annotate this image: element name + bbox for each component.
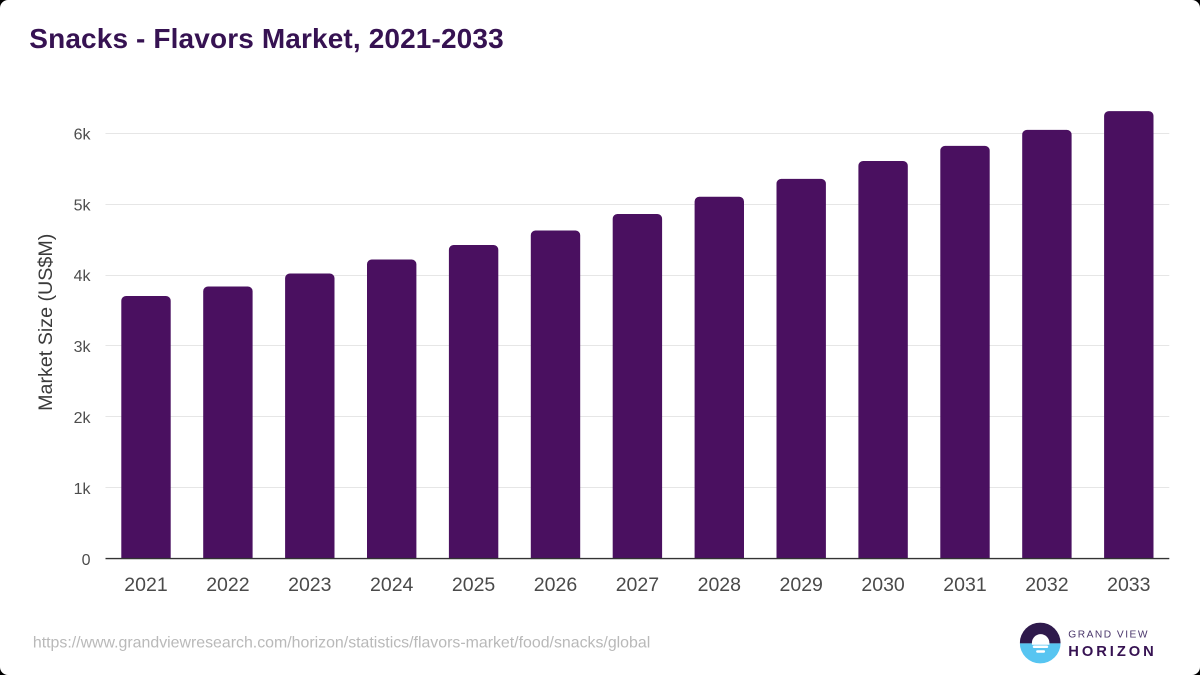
- svg-text:Snacks - Flavors Market, 2021-: Snacks - Flavors Market, 2021-2033: [29, 23, 503, 54]
- svg-text:2025: 2025: [452, 574, 496, 596]
- svg-text:0: 0: [82, 552, 91, 569]
- svg-text:2030: 2030: [861, 574, 905, 596]
- svg-text:2023: 2023: [288, 574, 331, 596]
- svg-text:2k: 2k: [74, 410, 92, 427]
- svg-text:2032: 2032: [1025, 574, 1068, 596]
- svg-text:6k: 6k: [74, 126, 92, 143]
- svg-text:2021: 2021: [124, 574, 167, 596]
- svg-text:2022: 2022: [206, 574, 249, 596]
- svg-text:HORIZON: HORIZON: [1068, 644, 1156, 660]
- svg-text:5k: 5k: [74, 197, 92, 214]
- svg-text:2028: 2028: [698, 574, 741, 596]
- svg-text:2029: 2029: [780, 574, 823, 596]
- svg-text:2026: 2026: [534, 574, 577, 596]
- svg-text:Market Size (US$M): Market Size (US$M): [35, 234, 57, 411]
- svg-text:2024: 2024: [370, 574, 414, 596]
- svg-text:1k: 1k: [74, 481, 92, 498]
- svg-text:2031: 2031: [943, 574, 986, 596]
- svg-text:4k: 4k: [74, 268, 92, 285]
- svg-text:2033: 2033: [1107, 574, 1150, 596]
- svg-text:https://www.grandviewresearch.: https://www.grandviewresearch.com/horizo…: [33, 634, 650, 651]
- svg-text:2027: 2027: [616, 574, 659, 596]
- svg-text:GRAND VIEW: GRAND VIEW: [1068, 630, 1149, 641]
- svg-text:3k: 3k: [74, 339, 92, 356]
